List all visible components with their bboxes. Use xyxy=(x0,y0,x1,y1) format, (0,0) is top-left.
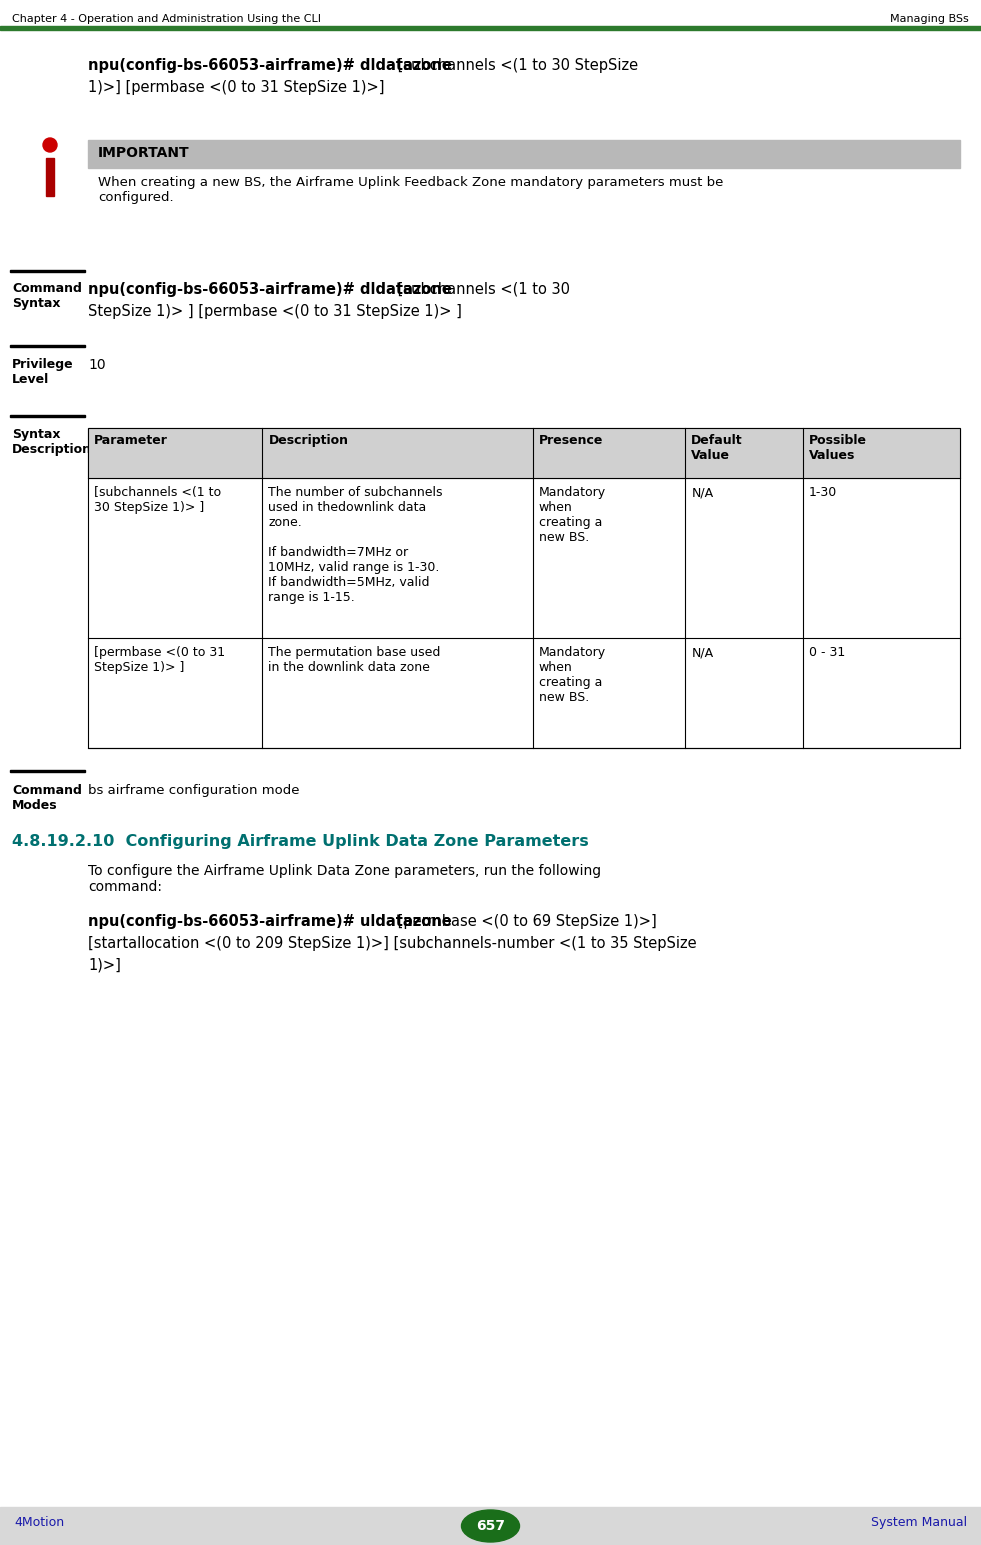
Text: System Manual: System Manual xyxy=(871,1516,967,1530)
Text: To configure the Airframe Uplink Data Zone parameters, run the following
command: To configure the Airframe Uplink Data Zo… xyxy=(88,864,601,895)
Bar xyxy=(10,414,85,417)
Bar xyxy=(10,769,85,772)
Text: StepSize 1)> ] [permbase <(0 to 31 StepSize 1)> ]: StepSize 1)> ] [permbase <(0 to 31 StepS… xyxy=(88,304,462,318)
Text: 4Motion: 4Motion xyxy=(14,1516,64,1530)
Ellipse shape xyxy=(461,1509,520,1542)
Text: IMPORTANT: IMPORTANT xyxy=(98,145,189,161)
Text: 1)>] [permbase <(0 to 31 StepSize 1)>]: 1)>] [permbase <(0 to 31 StepSize 1)>] xyxy=(88,80,385,94)
Text: When creating a new BS, the Airframe Uplink Feedback Zone mandatory parameters m: When creating a new BS, the Airframe Upl… xyxy=(98,176,723,204)
Text: Command
Syntax: Command Syntax xyxy=(12,283,81,311)
Text: Privilege
Level: Privilege Level xyxy=(12,358,74,386)
Bar xyxy=(88,141,960,168)
Text: 657: 657 xyxy=(476,1519,505,1533)
Text: Chapter 4 - Operation and Administration Using the CLI: Chapter 4 - Operation and Administration… xyxy=(12,14,321,25)
Text: 4.8.19.2.10  Configuring Airframe Uplink Data Zone Parameters: 4.8.19.2.10 Configuring Airframe Uplink … xyxy=(12,834,589,850)
Text: npu(config-bs-66053-airframe)# dldatazone: npu(config-bs-66053-airframe)# dldatazon… xyxy=(88,59,452,73)
Text: Default
Value: Default Value xyxy=(692,434,743,462)
Text: 1-30: 1-30 xyxy=(809,487,838,499)
Text: The permutation base used
in the downlink data zone: The permutation base used in the downlin… xyxy=(269,646,440,674)
Text: bs airframe configuration mode: bs airframe configuration mode xyxy=(88,783,299,797)
Bar xyxy=(88,428,960,748)
Text: Description: Description xyxy=(269,434,348,447)
Text: npu(config-bs-66053-airframe)# uldatazone: npu(config-bs-66053-airframe)# uldatazon… xyxy=(88,915,451,929)
Text: Mandatory
when
creating a
new BS.: Mandatory when creating a new BS. xyxy=(539,646,606,705)
Text: N/A: N/A xyxy=(692,487,713,499)
Text: npu(config-bs-66053-airframe)# dldatazone: npu(config-bs-66053-airframe)# dldatazon… xyxy=(88,283,452,297)
Text: 0 - 31: 0 - 31 xyxy=(809,646,846,660)
Text: The number of subchannels
used in thedownlink data
zone.

If bandwidth=7MHz or
1: The number of subchannels used in thedow… xyxy=(269,487,442,604)
Text: Parameter: Parameter xyxy=(94,434,168,447)
Text: [startallocation <(0 to 209 StepSize 1)>] [subchannels-number <(1 to 35 StepSize: [startallocation <(0 to 209 StepSize 1)>… xyxy=(88,936,697,952)
Text: Mandatory
when
creating a
new BS.: Mandatory when creating a new BS. xyxy=(539,487,606,544)
Text: Syntax
Description: Syntax Description xyxy=(12,428,92,456)
Bar xyxy=(10,345,85,348)
Text: [permbase <(0 to 69 StepSize 1)>]: [permbase <(0 to 69 StepSize 1)>] xyxy=(393,915,657,929)
Text: Presence: Presence xyxy=(539,434,603,447)
Text: Command
Modes: Command Modes xyxy=(12,783,81,813)
Text: [permbase <(0 to 31
StepSize 1)> ]: [permbase <(0 to 31 StepSize 1)> ] xyxy=(94,646,225,674)
Text: 10: 10 xyxy=(88,358,106,372)
Bar xyxy=(10,269,85,272)
Text: [subchannels <(1 to
30 StepSize 1)> ]: [subchannels <(1 to 30 StepSize 1)> ] xyxy=(94,487,221,514)
Ellipse shape xyxy=(43,138,57,151)
Bar xyxy=(46,158,54,196)
Bar xyxy=(0,1506,981,1545)
Text: [subchannels <(1 to 30 StepSize: [subchannels <(1 to 30 StepSize xyxy=(393,59,639,73)
Text: N/A: N/A xyxy=(692,646,713,660)
Text: Possible
Values: Possible Values xyxy=(809,434,867,462)
Text: [subchannels <(1 to 30: [subchannels <(1 to 30 xyxy=(393,283,570,297)
Text: Managing BSs: Managing BSs xyxy=(890,14,969,25)
Bar xyxy=(0,26,981,29)
Bar xyxy=(88,428,960,477)
Text: 1)>]: 1)>] xyxy=(88,958,121,973)
